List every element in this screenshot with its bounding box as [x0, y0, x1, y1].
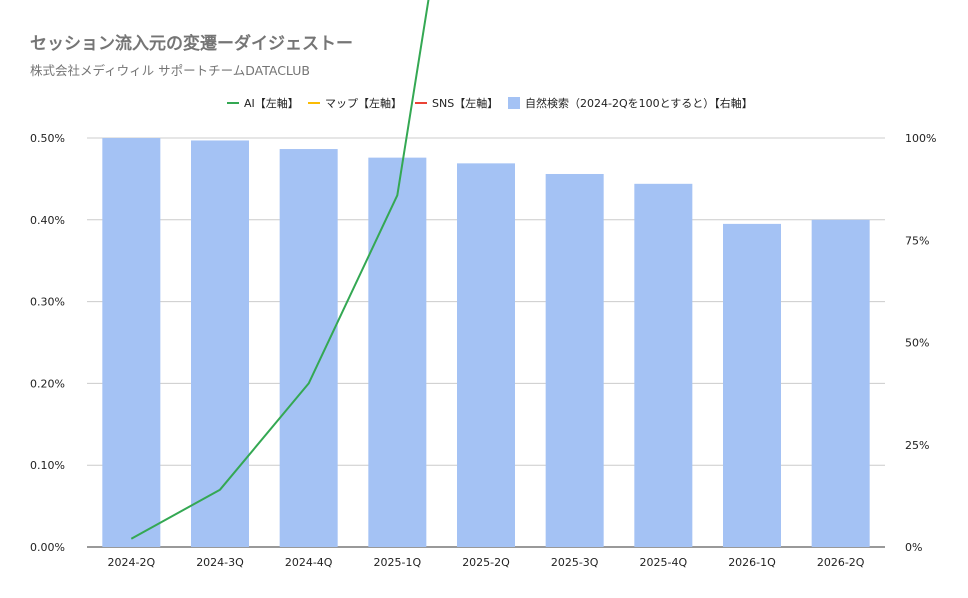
left-tick-label: 0.30% — [30, 296, 65, 309]
chart-subtitle: 株式会社メディウィル サポートチームDATACLUB — [30, 63, 310, 78]
left-tick-label: 0.20% — [30, 377, 65, 390]
bar — [723, 223, 781, 547]
left-tick-label: 0.10% — [30, 459, 65, 472]
bar — [279, 149, 338, 547]
x-axis-ticks: 2024-2Q 2024-3Q 2024-4Q 2025-1Q 2025-2Q 2025-… — [108, 556, 865, 569]
left-axis-ticks: 0.00% 0.10% 0.20% 0.30% 0.40% 0.50% — [30, 132, 65, 554]
right-tick-label: 50% — [905, 337, 929, 350]
bar — [811, 219, 870, 548]
legend: AI【左軸】 マップ【左軸】 SNS【左軸】 自然検索（2024-2Qを100とすると… — [227, 96, 753, 110]
right-tick-label: 75% — [905, 234, 929, 247]
x-tick-label: 2025-3Q — [551, 556, 599, 569]
bar — [102, 138, 161, 547]
legend-label: AI【左軸】 — [244, 96, 299, 110]
left-tick-label: 0.40% — [30, 214, 65, 227]
bar — [634, 183, 693, 548]
legend-label: マップ【左軸】 — [325, 96, 402, 110]
legend-label: SNS【左軸】 — [432, 96, 498, 110]
bar — [457, 163, 515, 547]
bar — [191, 140, 249, 548]
x-tick-label: 2025-2Q — [462, 556, 510, 569]
x-tick-label: 2026-1Q — [728, 556, 776, 569]
left-tick-label: 0.50% — [30, 132, 65, 145]
right-axis-ticks: 0% 25% 50% 75% 100% — [905, 132, 936, 554]
bar-series — [102, 138, 870, 548]
x-tick-label: 2024-3Q — [196, 556, 244, 569]
x-tick-label: 2025-4Q — [640, 556, 688, 569]
series-line — [130, 0, 430, 540]
left-tick-label: 0.00% — [30, 541, 65, 554]
bar — [545, 173, 604, 547]
legend-label: 自然検索（2024-2Qを100とすると）【右軸】 — [525, 96, 753, 110]
x-tick-label: 2025-1Q — [374, 556, 422, 569]
x-tick-label: 2026-2Q — [817, 556, 865, 569]
x-tick-label: 2024-2Q — [108, 556, 156, 569]
right-tick-label: 0% — [905, 541, 922, 554]
right-tick-label: 25% — [905, 439, 929, 452]
line-series — [130, 0, 430, 540]
bar — [368, 157, 427, 547]
right-tick-label: 100% — [905, 132, 936, 145]
x-tick-label: 2024-4Q — [285, 556, 333, 569]
legend-swatch — [508, 97, 520, 109]
chart-title: セッション流入元の変遷ーダイジェストー — [30, 33, 353, 54]
